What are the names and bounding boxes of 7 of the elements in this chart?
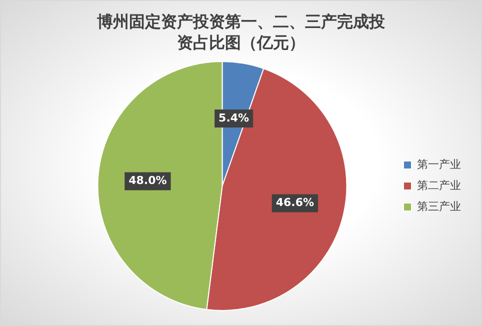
legend-label: 第一产业	[417, 158, 461, 171]
data-label: 46.6%	[276, 196, 314, 210]
legend-label: 第二产业	[417, 178, 461, 192]
data-label: 48.0%	[128, 174, 167, 188]
chart-title: 博州固定资产投资第一、二、三产完成投资占比图（亿元）	[96, 11, 386, 53]
legend-label: 第三产业	[417, 200, 461, 213]
data-label: 5.4%	[218, 111, 250, 124]
